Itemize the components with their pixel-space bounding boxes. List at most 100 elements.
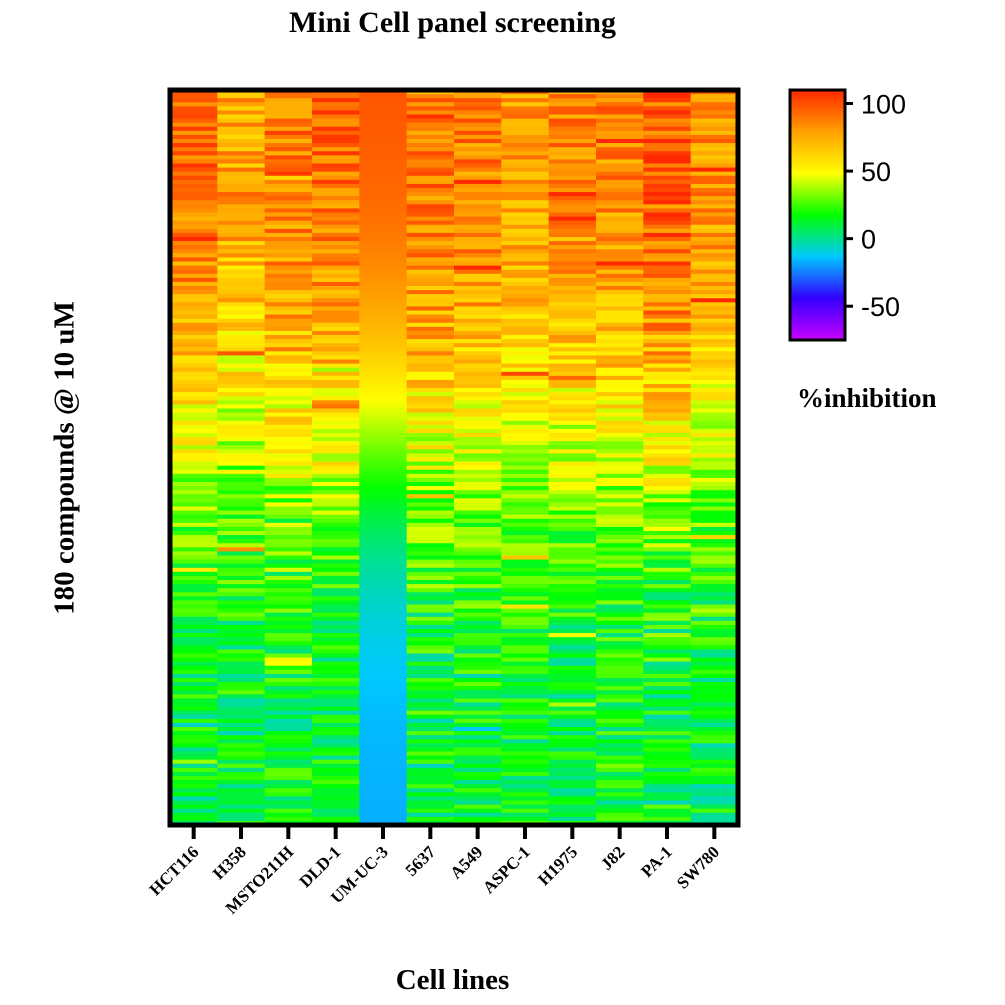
heatmap-cell <box>312 686 360 691</box>
heatmap-cell <box>359 183 408 189</box>
heatmap-cell <box>596 465 644 471</box>
heatmap-cell <box>643 461 692 467</box>
heatmap-cell <box>359 200 408 205</box>
heatmap-cell <box>359 727 408 732</box>
heatmap-cell <box>454 335 502 340</box>
heatmap-cell <box>312 114 360 120</box>
heatmap-cell <box>596 702 644 708</box>
heatmap-cell <box>264 486 313 491</box>
heatmap-cell <box>643 690 692 695</box>
heatmap-cell <box>312 735 360 740</box>
heatmap-cell <box>596 208 644 214</box>
heatmap-cell <box>501 543 550 548</box>
heatmap-cell <box>690 310 739 316</box>
heatmap-cell <box>643 547 692 553</box>
heatmap-cell <box>596 433 644 438</box>
heatmap-cell <box>217 126 266 132</box>
heatmap-cell <box>264 612 313 618</box>
heatmap-cell <box>264 657 313 663</box>
heatmap-cell <box>217 759 266 765</box>
heatmap-cell <box>643 816 692 822</box>
heatmap-cell <box>643 592 692 597</box>
heatmap-cell <box>312 437 360 442</box>
heatmap-cell <box>264 800 313 806</box>
heatmap-cell <box>501 804 550 810</box>
heatmap-cell <box>643 384 692 389</box>
heatmap-cell <box>501 322 550 328</box>
heatmap-cell <box>312 694 360 700</box>
heatmap-cell <box>359 208 408 214</box>
heatmap-cell <box>643 731 692 736</box>
heatmap-cell <box>690 245 739 250</box>
heatmap-cell <box>454 506 502 512</box>
heatmap-cell <box>264 584 313 589</box>
heatmap-cell <box>217 151 266 156</box>
heatmap-cell <box>548 449 597 455</box>
heatmap-cell <box>359 290 408 295</box>
heatmap-cell <box>359 118 408 124</box>
heatmap-cell <box>170 433 218 438</box>
heatmap-cell <box>406 424 455 430</box>
heatmap-cell <box>406 792 455 798</box>
heatmap-cell <box>217 600 266 606</box>
heatmap-cell <box>359 686 408 691</box>
heatmap-cell <box>690 392 739 397</box>
heatmap-cell <box>596 404 644 410</box>
heatmap-cell <box>501 792 550 798</box>
heatmap-cell <box>217 433 266 438</box>
heatmap-cell <box>501 812 550 818</box>
heatmap-cell <box>690 183 739 189</box>
heatmap-cell <box>264 735 313 740</box>
heatmap-cell <box>170 208 218 214</box>
heatmap-cell <box>217 412 266 418</box>
heatmap-cell <box>217 514 266 520</box>
heatmap-cell <box>170 669 218 675</box>
heatmap-cell <box>454 600 502 606</box>
heatmap-cell <box>690 396 739 401</box>
heatmap-cell <box>170 477 218 483</box>
heatmap-cell <box>217 416 266 422</box>
heatmap-cell <box>217 371 266 377</box>
heatmap-cell <box>406 449 455 455</box>
heatmap-cell <box>312 743 360 749</box>
heatmap-cell <box>454 371 502 377</box>
heatmap-cell <box>217 494 266 499</box>
heatmap-cell <box>406 241 455 246</box>
heatmap-cell <box>359 188 408 193</box>
heatmap-cell <box>454 110 502 116</box>
heatmap-cell <box>406 731 455 736</box>
heatmap-cell <box>264 420 313 426</box>
heatmap-cell <box>690 359 739 365</box>
heatmap-cell <box>501 580 550 585</box>
heatmap-cell <box>454 310 502 316</box>
heatmap-cell <box>643 343 692 348</box>
heatmap-cell <box>406 637 455 642</box>
heatmap-cell <box>217 143 266 148</box>
heatmap-cell <box>406 453 455 459</box>
heatmap-cell <box>359 555 408 561</box>
heatmap-cell <box>596 359 644 365</box>
heatmap-cell <box>548 694 597 700</box>
heatmap-cell <box>548 277 597 283</box>
heatmap-cell <box>643 179 692 185</box>
heatmap-cell <box>643 739 692 744</box>
heatmap-cell <box>690 330 739 336</box>
heatmap-cell <box>217 498 266 504</box>
heatmap-cell <box>548 784 597 789</box>
heatmap-cell <box>454 535 502 540</box>
heatmap-cell <box>690 596 739 602</box>
heatmap-cell <box>596 571 644 577</box>
heatmap-cell <box>170 424 218 430</box>
heatmap-cell <box>690 604 739 610</box>
heatmap-cell <box>217 624 266 630</box>
heatmap-cell <box>217 290 266 295</box>
heatmap-cell <box>690 290 739 295</box>
heatmap-cell <box>406 118 455 124</box>
heatmap-cell <box>359 159 408 165</box>
heatmap-cell <box>406 298 455 303</box>
heatmap-cell <box>264 343 313 348</box>
heatmap-cell <box>217 698 266 704</box>
heatmap-cell <box>312 379 360 385</box>
heatmap-cell <box>596 445 644 450</box>
heatmap-cell <box>501 388 550 393</box>
